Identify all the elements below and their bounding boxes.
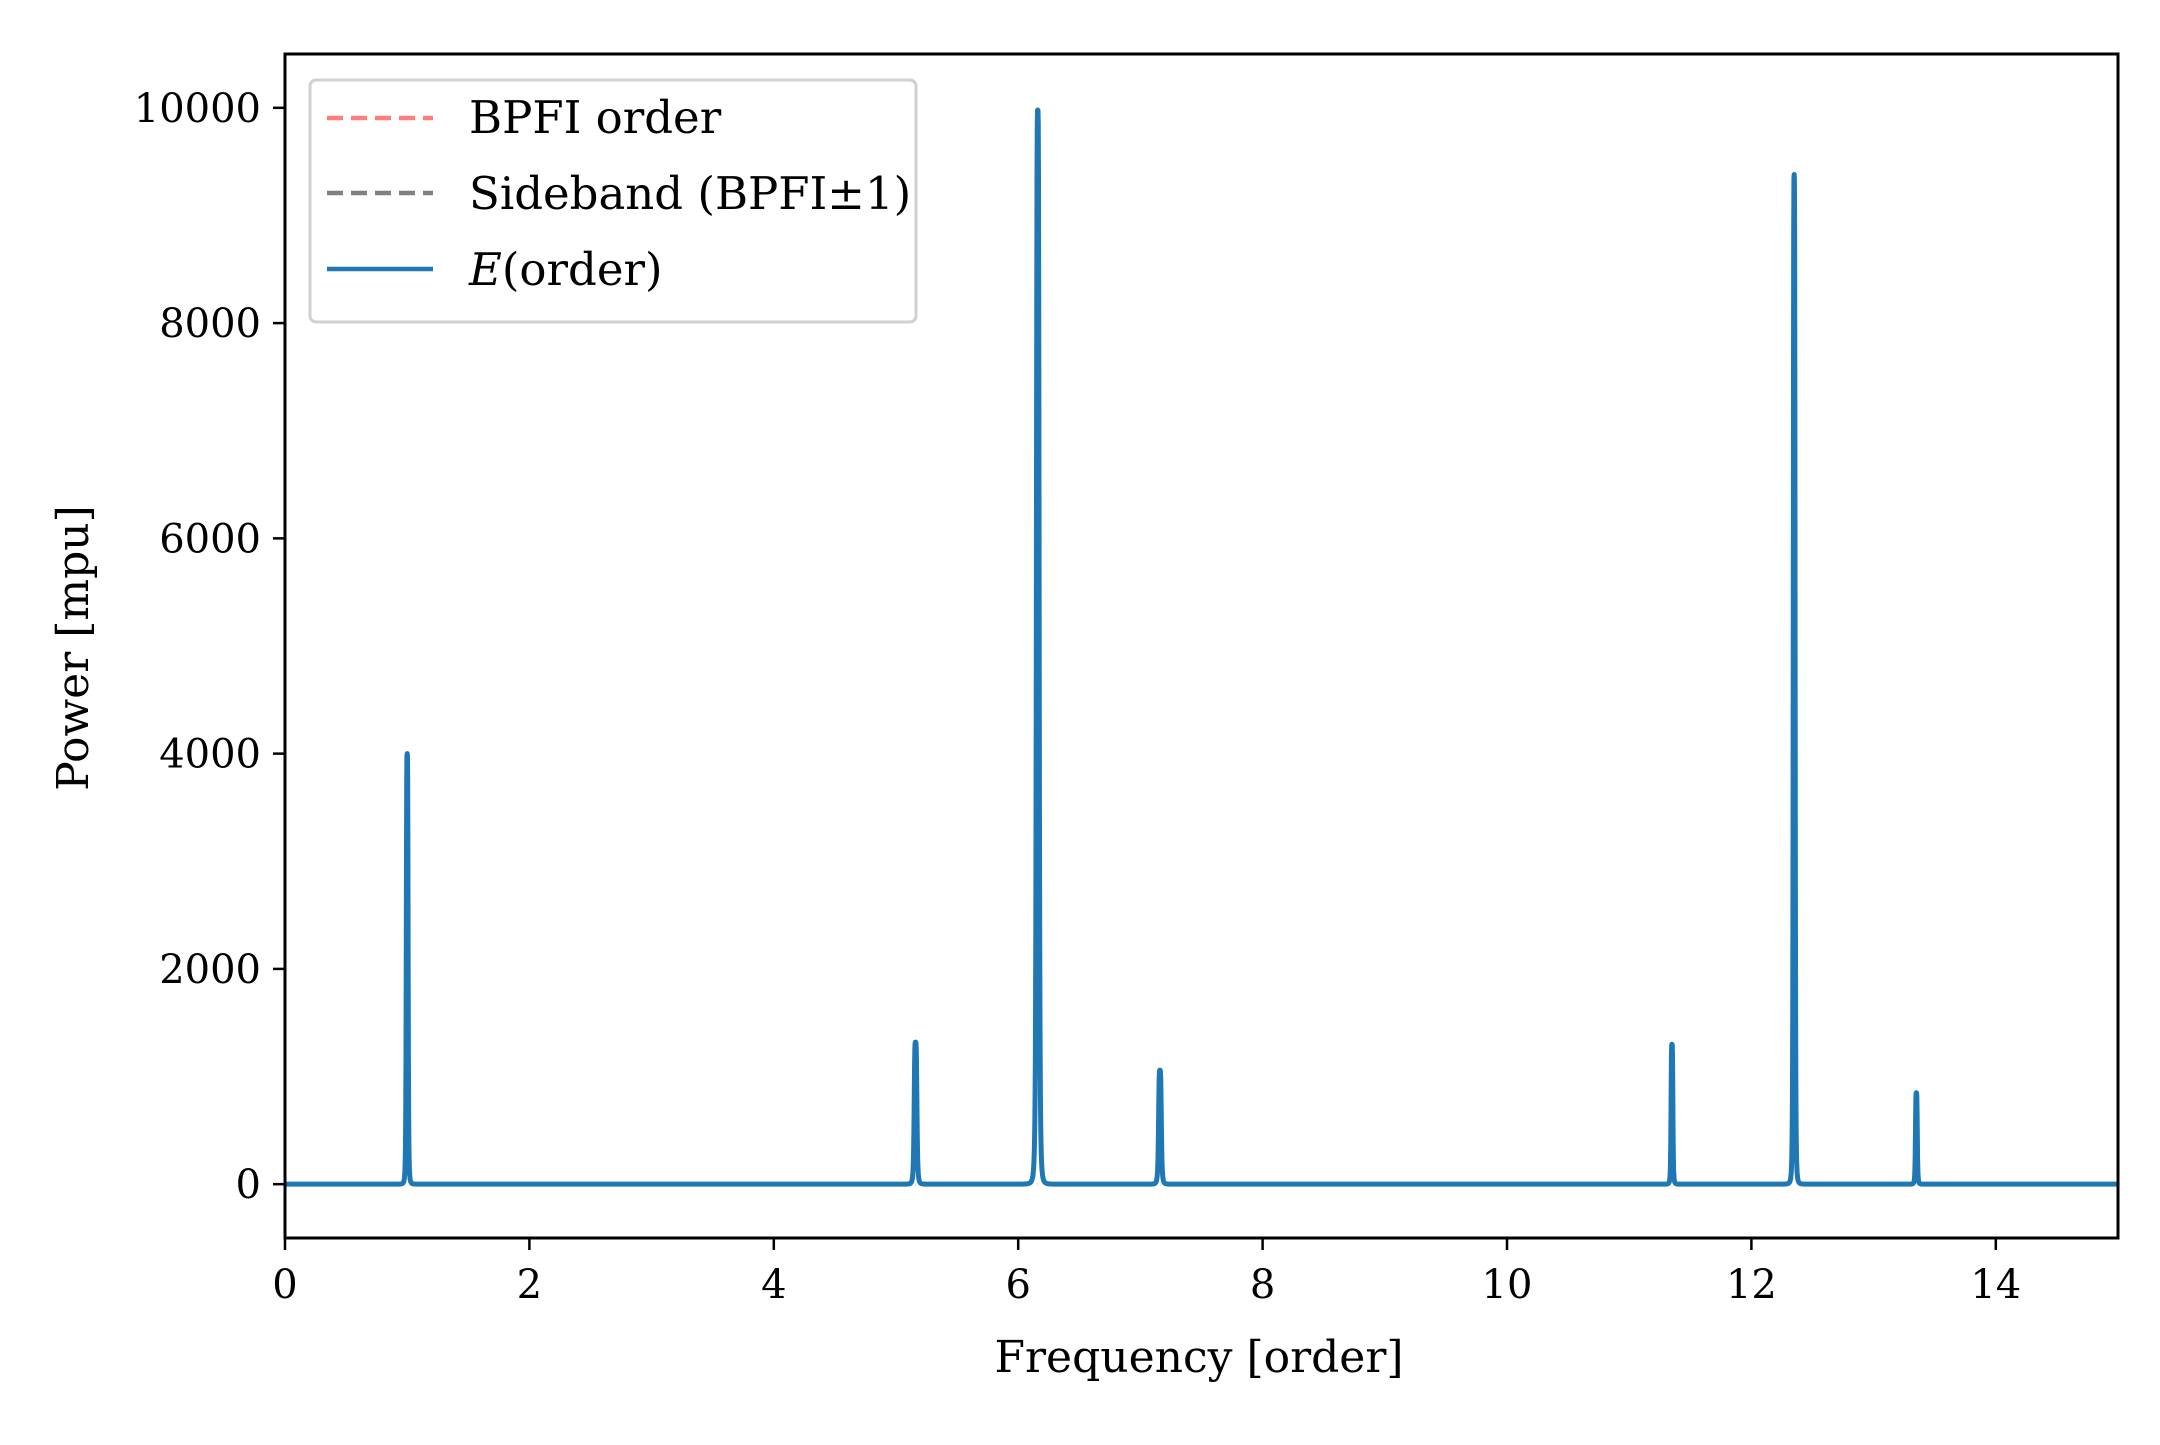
series-line-energy [285,107,2118,1187]
y-tick-label: 6000 [159,516,261,562]
legend-label-energy: E(order) [468,243,663,296]
x-tick-label: 2 [517,1262,542,1308]
y-tick-label: 8000 [159,301,261,347]
legend-frame [308,78,918,324]
y-tick-label: 0 [236,1162,261,1208]
y-tick-label: 2000 [159,947,261,993]
y-tick-label: 4000 [159,732,261,778]
y-tick-label: 10000 [134,86,261,132]
legend-label-bpfi: BPFI order [469,91,722,144]
x-tick-label: 12 [1726,1262,1777,1308]
legend-label-energy-symbol: E [468,243,502,296]
legend: BPFI order Sideband (BPFI±1) E(order) [308,78,918,324]
legend-label-energy-rest: (order) [502,243,663,296]
x-tick-label: 4 [761,1262,786,1308]
x-tick-label: 14 [1970,1262,2021,1308]
x-tick-label: 6 [1005,1262,1030,1308]
x-axis-label: Frequency [order] [994,1332,1403,1383]
legend-label-sideband: Sideband (BPFI±1) [469,167,911,220]
plot-frame [283,52,2120,1240]
x-tick-label: 10 [1482,1262,1533,1308]
y-axis-label: Power [mpu] [48,505,99,791]
x-tick-label: 8 [1250,1262,1275,1308]
x-tick-label: 0 [272,1262,297,1308]
